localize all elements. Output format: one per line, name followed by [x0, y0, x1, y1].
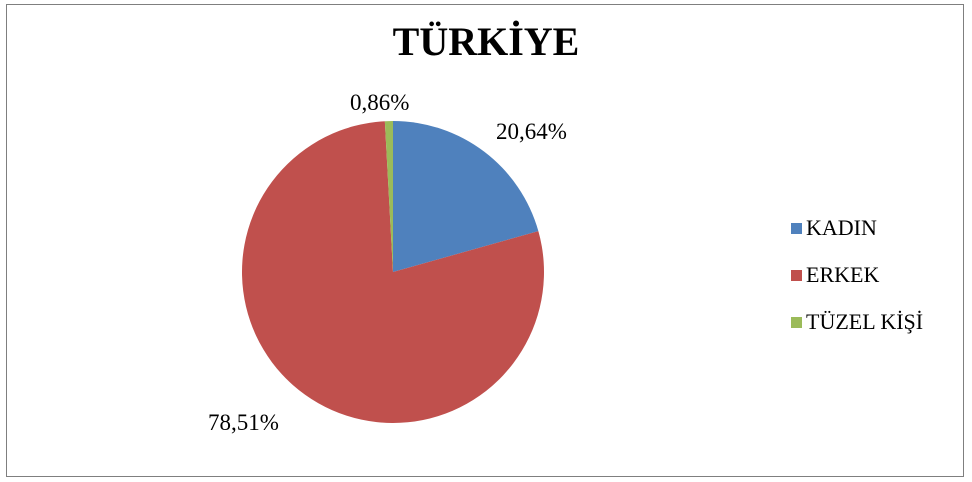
legend-label-tuzel-kisi: TÜZEL KİŞİ [806, 309, 924, 334]
legend: KADIN ERKEK TÜZEL KİŞİ [791, 216, 923, 357]
legend-label-kadin: KADIN [806, 215, 877, 240]
legend-label-erkek: ERKEK [806, 262, 880, 287]
pie-slice-erkek [242, 121, 544, 424]
pie-slice-tuzel-kisi [384, 121, 393, 272]
pie-slice-kadin [393, 121, 539, 272]
data-label-kadin: 20,64% [496, 119, 567, 144]
legend-swatch-erkek [791, 269, 802, 281]
data-label-tuzel-kisi: 0,86% [350, 90, 410, 115]
chart-title: TÜRKİYE [392, 19, 580, 64]
data-label-erkek: 78,51% [208, 410, 279, 435]
legend-item-erkek: ERKEK [791, 263, 923, 287]
legend-item-tuzel-kisi: TÜZEL KİŞİ [791, 310, 923, 334]
legend-swatch-tuzel-kisi [791, 316, 802, 328]
legend-swatch-kadin [791, 222, 802, 234]
legend-item-kadin: KADIN [791, 216, 923, 240]
